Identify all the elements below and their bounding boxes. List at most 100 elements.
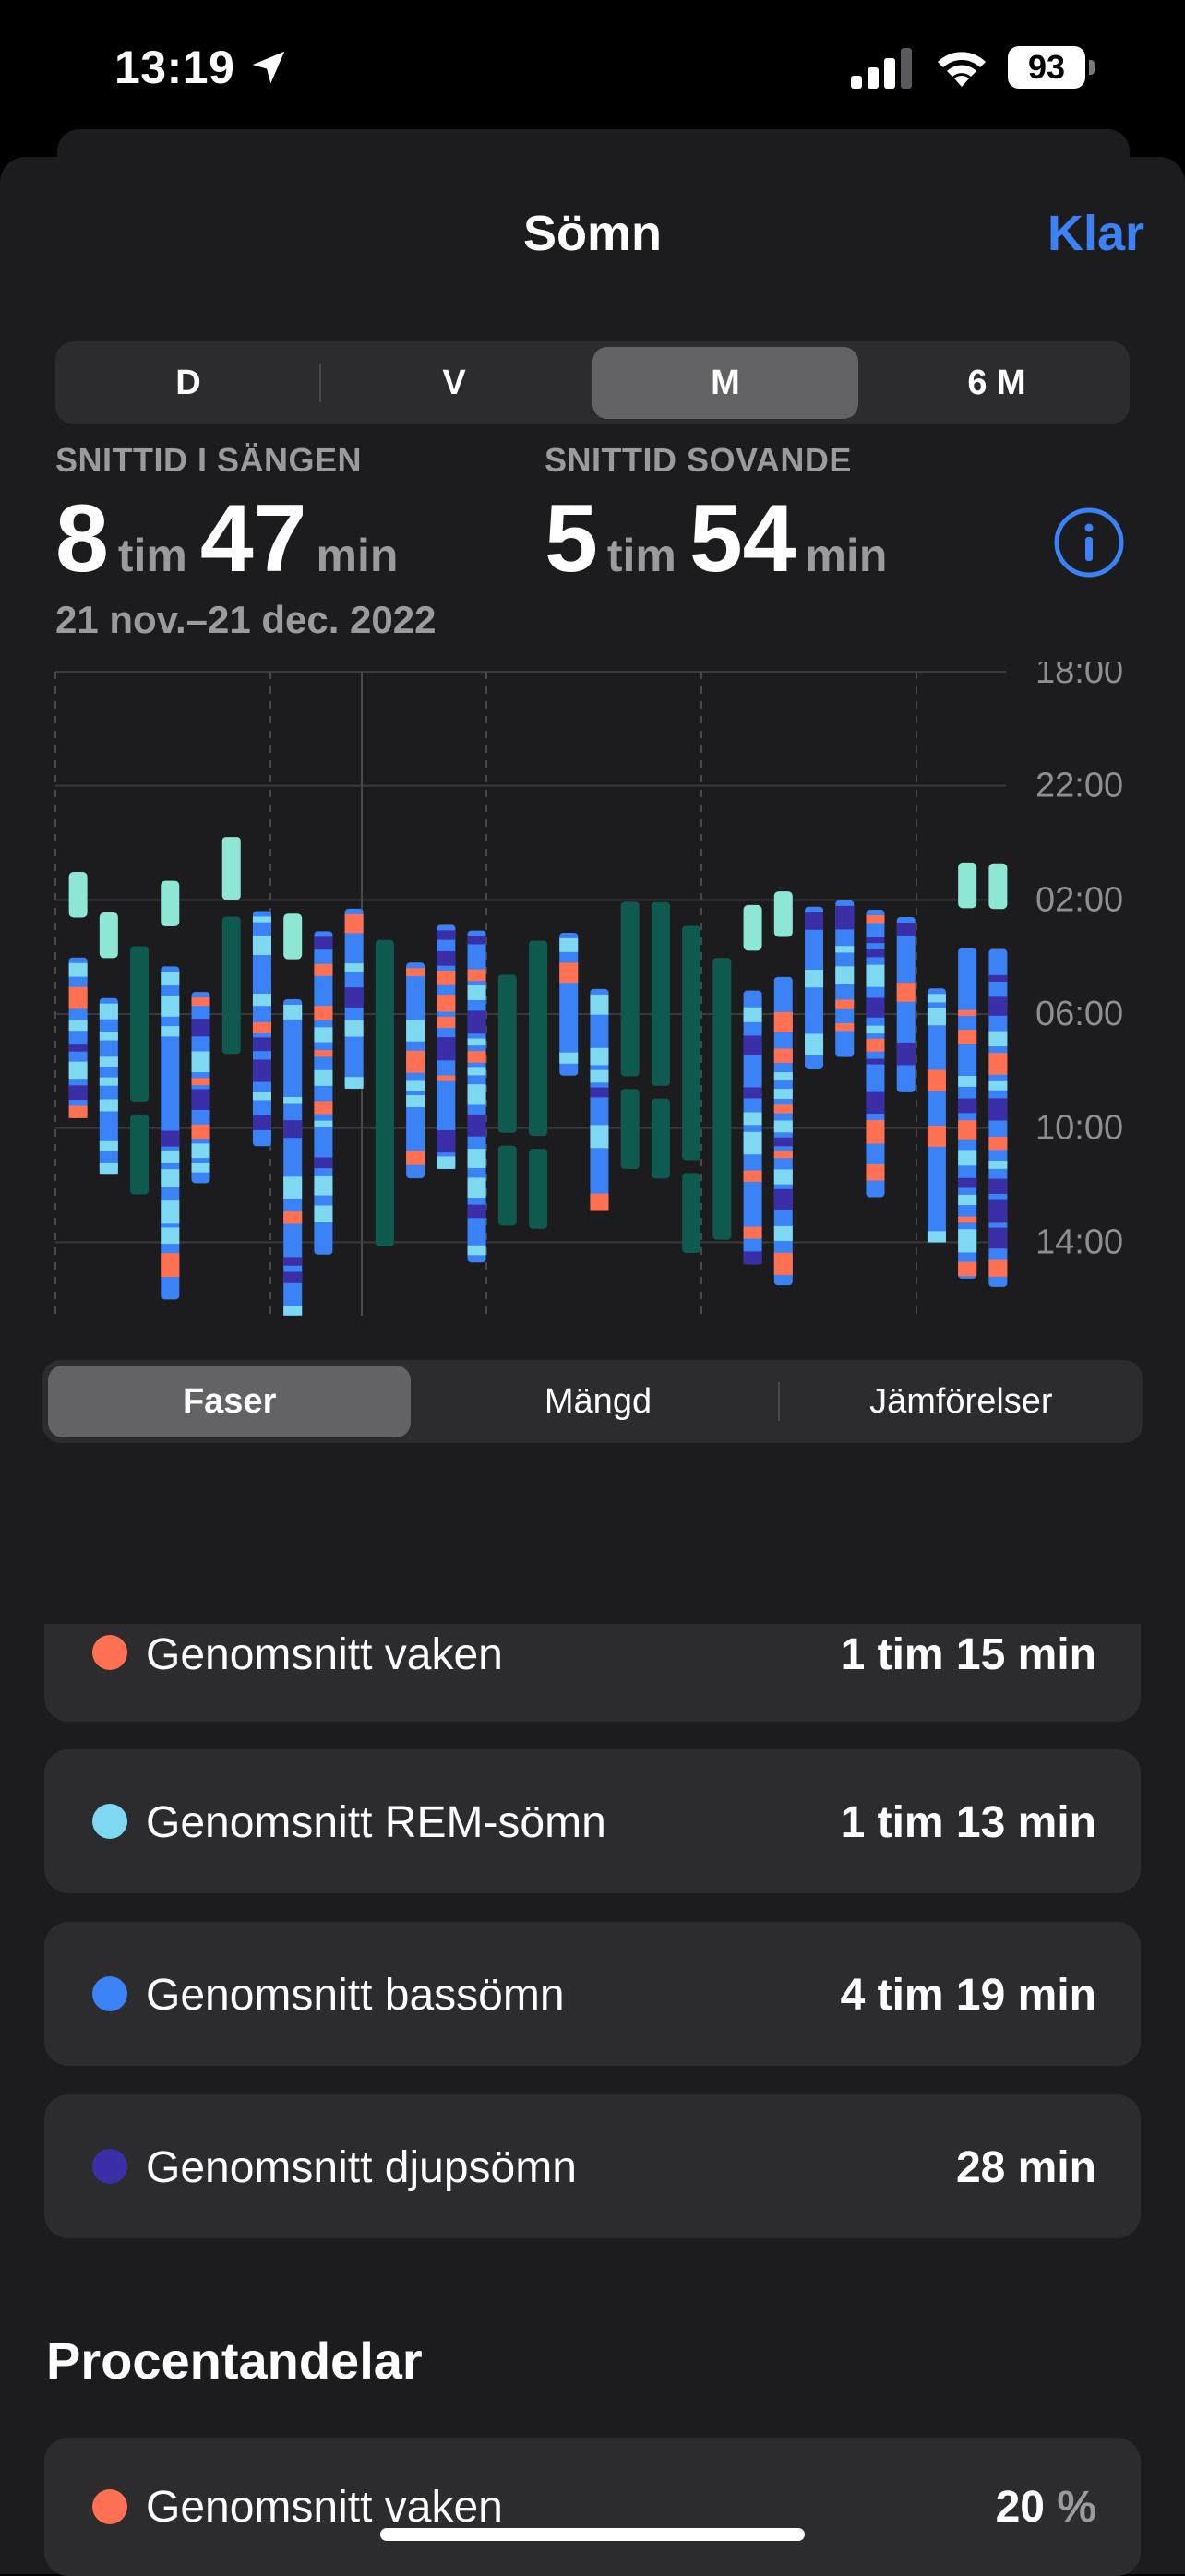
range-tab-day[interactable]: D [55, 341, 321, 424]
percentage-unit: % [1057, 2483, 1096, 2532]
sleep-stage-segment [161, 1150, 180, 1163]
sleep-stage-segment [958, 1216, 977, 1223]
average-label: Genomsnitt djupsömn [146, 2143, 577, 2192]
sleep-stage-segment [99, 1032, 118, 1041]
in-bed-value: 8 tim 47 min [55, 484, 411, 594]
in-bed-bar [682, 1173, 701, 1254]
in-bed-minutes: 47 [199, 485, 307, 592]
sleep-stage-segment [958, 1076, 977, 1087]
sleep-stage-segment [835, 999, 855, 1009]
percentage-card-awake[interactable]: Genomsnitt vaken 20 % [44, 2438, 1141, 2576]
sleep-stage-segment [988, 1178, 1008, 1194]
average-card-rem[interactable]: Genomsnitt REM-sömn 1 tim 13 min [44, 1749, 1141, 1893]
average-card-awake[interactable]: Genomsnitt vaken 1 tim 15 min [44, 1624, 1141, 1722]
rem-in-bed-bar [99, 912, 118, 959]
sleep-stage-segment [467, 985, 486, 1000]
sleep-stage-segment [283, 1271, 303, 1283]
sleep-stage-segment [99, 1140, 118, 1151]
sleep-stage-segment [467, 1177, 486, 1199]
sleep-stage-segment [437, 1037, 456, 1061]
done-button[interactable]: Klar [1047, 206, 1144, 261]
date-range: 21 nov.–21 dec. 2022 [55, 598, 437, 641]
sleep-stage-segment [283, 1306, 303, 1316]
info-circle-icon[interactable] [1052, 506, 1126, 579]
sleep-stage-segment [743, 1007, 762, 1022]
sleep-stage-segment [283, 1176, 303, 1199]
tab-jamforelser[interactable]: Jämförelser [780, 1360, 1143, 1443]
average-card-core[interactable]: Genomsnitt bassömn 4 tim 19 min [44, 1922, 1141, 2066]
sleep-stage-segment [927, 1008, 946, 1026]
sleep-stage-segment [68, 962, 88, 977]
sleep-stage-segment [344, 913, 364, 934]
sleep-stage-segment [191, 1051, 210, 1073]
average-label: Genomsnitt vaken [146, 1630, 503, 1679]
sleep-stage-segment [161, 1253, 180, 1278]
sleep-stage-segment [866, 964, 885, 987]
range-tab-month[interactable]: M [592, 347, 858, 419]
rem-in-bed-bar [988, 863, 1008, 910]
asleep-hours-unit: tim [606, 530, 676, 581]
sleep-stage-segment [958, 1030, 977, 1044]
sleep-stage-segment [467, 1051, 486, 1063]
y-tick-label: 02:00 [1035, 880, 1123, 919]
status-time: 13:19 [114, 42, 235, 93]
in-bed-bar [529, 1149, 547, 1229]
percentages-title: Procentandelar [46, 2332, 423, 2390]
sleep-stage-segment [958, 1229, 977, 1253]
tab-faser[interactable]: Faser [48, 1366, 412, 1437]
sleep-stage-segment [467, 1114, 486, 1137]
sleep-stage-segment [252, 1021, 271, 1033]
sleep-stage-segment [988, 1136, 1008, 1151]
sleep-stage-segment [99, 1003, 118, 1020]
average-label: Genomsnitt bassömn [146, 1971, 565, 2020]
in-bed-bar [130, 946, 150, 1102]
sleep-stage-segment [866, 1120, 885, 1144]
in-bed-bar [651, 1098, 670, 1179]
y-tick-label: 06:00 [1035, 995, 1123, 1033]
sleep-stage-segment [866, 1058, 885, 1065]
sleep-stage-segment [191, 1143, 210, 1159]
core-sleep-bar [958, 948, 977, 1279]
y-tick-label: 18:00 [1035, 662, 1123, 691]
sleep-stage-segment [590, 1193, 609, 1211]
range-segmented-control: D V M 6 M [55, 341, 1130, 424]
range-tab-label: 6 M [967, 364, 1026, 402]
sleep-stage-segment [314, 1050, 333, 1057]
sleep-stage-segment [191, 1124, 210, 1139]
sleep-stage-segment [406, 1151, 425, 1165]
sleep-stage-segment [99, 1162, 118, 1175]
deep-color-dot [92, 2149, 127, 2184]
sleep-stage-segment [773, 1089, 793, 1099]
sleep-stage-segment [866, 1038, 885, 1052]
rem-in-bed-bar [958, 862, 977, 909]
sleep-stage-segment [68, 1044, 88, 1052]
average-value: 4 tim 19 min [840, 1971, 1096, 2020]
range-tab-6-months[interactable]: 6 M [864, 341, 1130, 424]
sleep-stage-segment [252, 994, 271, 1007]
sleep-stage-segment [743, 1112, 762, 1126]
core-sleep-bar [99, 997, 118, 1175]
sleep-stage-segment [743, 1170, 762, 1182]
average-card-deep[interactable]: Genomsnitt djupsömn 28 min [44, 2094, 1141, 2238]
sleep-stage-segment [437, 930, 456, 940]
range-tab-week[interactable]: V [321, 341, 587, 424]
sleep-stage-segment [743, 1251, 762, 1265]
tab-mangd[interactable]: Mängd [416, 1360, 780, 1443]
in-bed-bar [497, 1145, 517, 1226]
sleep-stage-segment [773, 1104, 793, 1114]
rem-in-bed-bar [221, 837, 241, 900]
home-indicator[interactable] [380, 2528, 805, 2541]
sheet-title: Sömn [522, 206, 662, 261]
sleep-stage-segment [191, 997, 210, 1007]
sleep-stage-segment [344, 987, 364, 1008]
sleep-stage-segment [437, 995, 456, 1012]
sleep-stage-segment [866, 1091, 885, 1115]
sleep-stage-segment [927, 1231, 946, 1243]
sleep-stage-segment [467, 1010, 486, 1034]
sleep-stage-segment [314, 936, 333, 950]
sleep-stage-segment [467, 969, 486, 982]
sleep-stage-segment [283, 1257, 303, 1266]
sleep-stage-segment [191, 1019, 210, 1037]
sleep-stage-segment [590, 994, 609, 1015]
rem-in-bed-bar [68, 871, 88, 918]
